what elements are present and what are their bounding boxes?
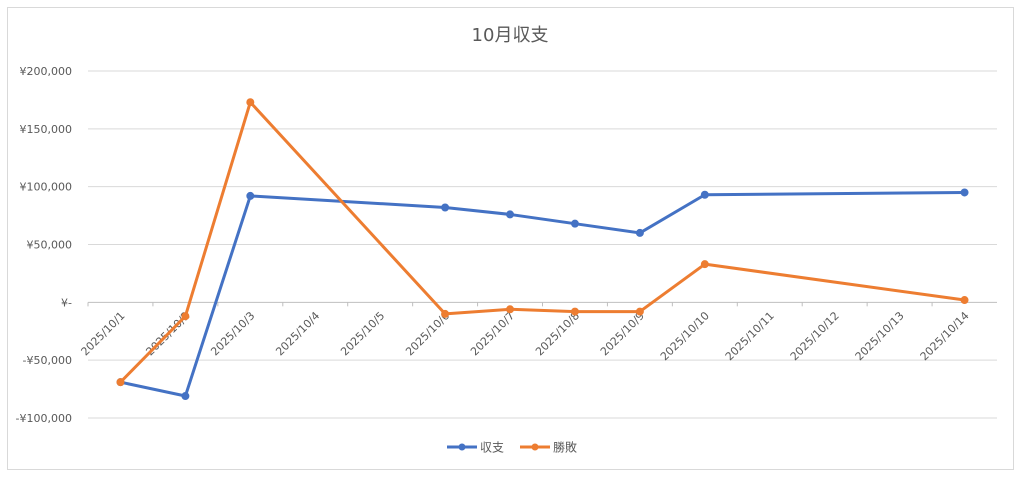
- x-tick-label: 2025/10/8: [533, 309, 582, 358]
- data-point: [181, 392, 190, 401]
- data-point: [246, 98, 255, 107]
- legend: 収支 勝敗: [447, 440, 577, 455]
- y-axis-ticks: ¥200,000 ¥150,000 ¥100,000 ¥50,000 ¥- -¥50,00…: [16, 65, 72, 425]
- data-point: [635, 307, 644, 316]
- x-tick-label: 2025/10/13: [853, 309, 907, 363]
- y-tick-label: ¥50,000: [27, 239, 73, 252]
- series-layer: [116, 98, 969, 401]
- data-point: [700, 260, 709, 269]
- y-tick-label: ¥100,000: [20, 181, 73, 194]
- data-point: [246, 191, 255, 200]
- x-tick-label: 2025/10/9: [598, 309, 647, 358]
- data-point: [441, 309, 450, 318]
- x-tick-label: 2025/10/5: [338, 309, 387, 358]
- y-tick-label: -¥100,000: [16, 412, 72, 425]
- legend-label: 収支: [480, 441, 504, 455]
- data-point: [700, 190, 709, 199]
- y-tick-label: ¥-: [61, 296, 72, 309]
- x-tick-label: 2025/10/7: [468, 309, 517, 358]
- y-tick-label: ¥150,000: [20, 123, 73, 136]
- legend-label: 勝敗: [553, 440, 577, 455]
- data-point: [960, 296, 969, 305]
- data-point: [116, 378, 125, 387]
- gridlines: [88, 70, 997, 419]
- data-point: [441, 203, 450, 212]
- data-point: [570, 307, 579, 316]
- legend-marker: [458, 443, 466, 451]
- x-tick-label: 2025/10/3: [208, 309, 257, 358]
- data-point: [635, 228, 644, 237]
- y-tick-label: -¥50,000: [23, 354, 72, 367]
- x-tick-label: 2025/10/14: [918, 309, 972, 363]
- chart-title: 10月収支: [472, 25, 549, 46]
- x-tick-label: 2025/10/4: [273, 309, 322, 358]
- data-point: [960, 188, 969, 197]
- x-tick-label: 2025/10/12: [788, 309, 842, 363]
- data-point: [506, 210, 515, 219]
- legend-marker: [531, 443, 539, 451]
- series-line-0: [118, 190, 967, 398]
- data-point: [506, 305, 515, 314]
- x-tick-label: 2025/10/1: [79, 309, 128, 358]
- x-tick-label: 2025/10/10: [658, 309, 712, 363]
- data-point: [570, 219, 579, 228]
- x-tick-label: 2025/10/11: [723, 309, 777, 363]
- y-tick-label: ¥200,000: [20, 65, 73, 78]
- data-point: [181, 312, 190, 321]
